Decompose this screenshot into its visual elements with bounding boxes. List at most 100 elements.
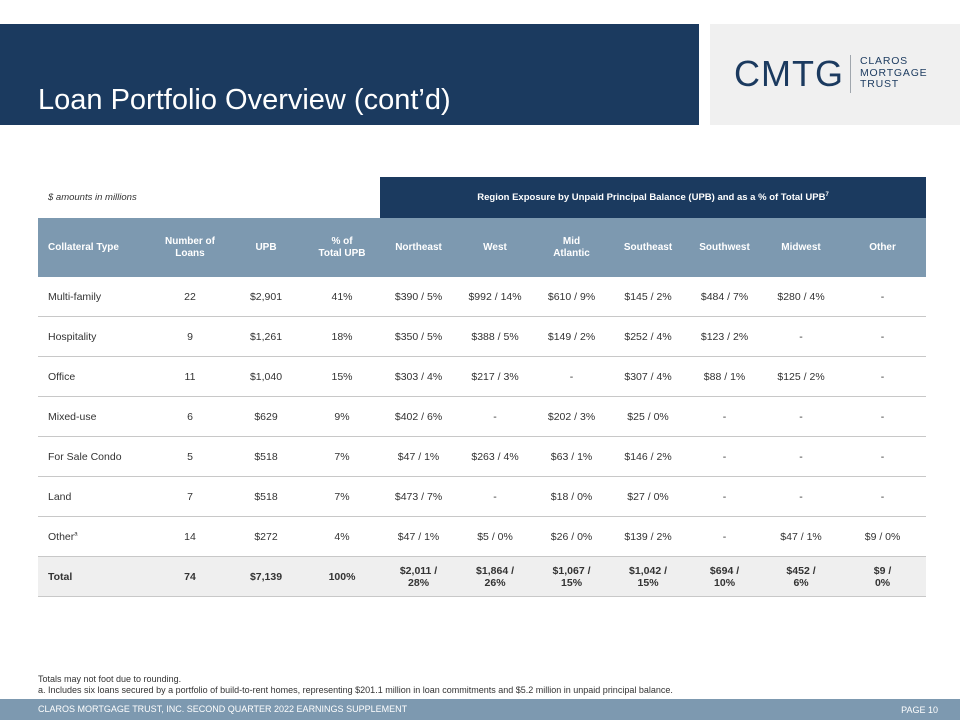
collateral-type-cell: Mixed-use	[38, 396, 152, 437]
total-row: Total 74 $7,139 100% $2,011 / 28% $1,864 / 26…	[38, 556, 927, 597]
table-cell: $272	[228, 516, 304, 557]
table-cell: -	[686, 516, 764, 557]
table-cell: $992 / 14%	[457, 277, 534, 317]
collateral-type-label: Other	[48, 530, 75, 543]
column-header: Southwest	[686, 218, 764, 277]
title-bar: Loan Portfolio Overview (cont’d)	[0, 24, 699, 125]
table-cell: $145 / 2%	[610, 277, 687, 317]
total-cell: $7,139	[228, 556, 304, 597]
table-cell: -	[839, 396, 927, 437]
region-header-sup: 7	[825, 191, 829, 198]
collateral-type-label: For Sale Condo	[48, 450, 122, 463]
collateral-type-cell: Land	[38, 476, 152, 517]
collateral-type-label: Mixed-use	[48, 410, 97, 423]
loan-portfolio-table: $ amounts in millions Region Exposure by…	[38, 177, 927, 597]
table-cell: $629	[228, 396, 304, 437]
table-cell: $125 / 2%	[763, 356, 840, 397]
table-cell: -	[763, 476, 840, 517]
table-cell: $473 / 7%	[380, 476, 458, 517]
table-cell: $263 / 4%	[457, 436, 534, 477]
table-cell: 5	[152, 436, 228, 477]
table-cell: -	[839, 277, 927, 317]
table-cell: -	[763, 396, 840, 437]
total-cell: $452 / 6%	[763, 556, 840, 597]
table-body: Multi-family 22 $2,901 41% $390 / 5% $992 / 1…	[38, 277, 927, 597]
table-cell: -	[686, 436, 764, 477]
table-cell: $88 / 1%	[686, 356, 764, 397]
table-cell: 14	[152, 516, 228, 557]
total-cell: 100%	[304, 556, 381, 597]
table-cell: $9 / 0%	[839, 516, 927, 557]
table-cell: 15%	[304, 356, 381, 397]
table-cell: 41%	[304, 277, 381, 317]
table-cell: -	[457, 476, 534, 517]
table-cell: 22	[152, 277, 228, 317]
table-cell: 7	[152, 476, 228, 517]
collateral-type-cell: Hospitality	[38, 316, 152, 357]
collateral-type-label: Multi-family	[48, 290, 102, 303]
table-cell: $146 / 2%	[610, 436, 687, 477]
table-cell: 6	[152, 396, 228, 437]
collateral-type-label: Office	[48, 370, 76, 383]
table-cell: $5 / 0%	[457, 516, 534, 557]
table-cell: $610 / 9%	[533, 277, 611, 317]
table-cell: $47 / 1%	[763, 516, 840, 557]
table-cell: 11	[152, 356, 228, 397]
column-header: Mid Atlantic	[533, 218, 611, 277]
column-header: % of Total UPB	[304, 218, 381, 277]
table-cell: $27 / 0%	[610, 476, 687, 517]
collateral-type-label: Hospitality	[48, 330, 97, 343]
table-cell: $47 / 1%	[380, 436, 458, 477]
table-cell: $63 / 1%	[533, 436, 611, 477]
table-cell: $350 / 5%	[380, 316, 458, 357]
collateral-type-cell: For Sale Condo	[38, 436, 152, 477]
page-title: Loan Portfolio Overview (cont’d)	[38, 84, 451, 116]
table-cell: $402 / 6%	[380, 396, 458, 437]
table-cell: $280 / 4%	[763, 277, 840, 317]
table-cell: $252 / 4%	[610, 316, 687, 357]
table-cell: $139 / 2%	[610, 516, 687, 557]
logo-wordmark: CMTG	[734, 53, 844, 94]
amount-note: $ amounts in millions	[48, 192, 137, 203]
total-label: Total	[38, 556, 152, 597]
table-cell: $484 / 7%	[686, 277, 764, 317]
table-row: Office 11 $1,040 15% $303 / 4% $217 / 3% - $307…	[38, 356, 927, 397]
column-header: West	[457, 218, 534, 277]
table-cell: $18 / 0%	[533, 476, 611, 517]
logo-line: MORTGAGE	[860, 66, 928, 79]
collateral-type-cell: Othera	[38, 516, 152, 557]
table-cell: -	[839, 476, 927, 517]
table-cell: -	[839, 316, 927, 357]
table-cell: 7%	[304, 476, 381, 517]
logo-divider	[850, 55, 851, 93]
collateral-type-label: Land	[48, 490, 72, 503]
region-header-text: Region Exposure by Unpaid Principal Bala…	[477, 192, 826, 204]
region-exposure-header: Region Exposure by Unpaid Principal Bala…	[380, 177, 927, 218]
rounding-footnote: Totals may not foot due to rounding.	[38, 674, 182, 684]
table-cell: 9%	[304, 396, 381, 437]
table-cell: $518	[228, 476, 304, 517]
total-cell: $694 / 10%	[686, 556, 764, 597]
table-row: Land 7 $518 7% $473 / 7% - $18 / 0% $27 / 0% - - -	[38, 476, 927, 517]
total-cell: $2,011 / 28%	[380, 556, 458, 597]
logo-line: TRUST	[860, 78, 899, 90]
table-cell: 4%	[304, 516, 381, 557]
table-cell: $307 / 4%	[610, 356, 687, 397]
table-cell: -	[763, 436, 840, 477]
footnote-marker: a	[74, 531, 78, 537]
table-cell: 18%	[304, 316, 381, 357]
table-row: For Sale Condo 5 $518 7% $47 / 1% $263 / 4% $6…	[38, 436, 927, 477]
company-logo: CMTG CLAROS MORTGAGE TRUST	[710, 24, 960, 125]
table-cell: $47 / 1%	[380, 516, 458, 557]
column-header: Number of Loans	[152, 218, 228, 277]
table-cell: -	[686, 396, 764, 437]
table-cell: 9	[152, 316, 228, 357]
table-cell: $518	[228, 436, 304, 477]
total-cell: $9 / 0%	[839, 556, 927, 597]
table-cell: $202 / 3%	[533, 396, 611, 437]
table-cell: 7%	[304, 436, 381, 477]
table-cell: -	[763, 316, 840, 357]
column-header: Northeast	[380, 218, 458, 277]
table-row: Mixed-use 6 $629 9% $402 / 6% - $202 / 3% $25 /…	[38, 396, 927, 437]
total-cell: $1,864 / 26%	[457, 556, 534, 597]
